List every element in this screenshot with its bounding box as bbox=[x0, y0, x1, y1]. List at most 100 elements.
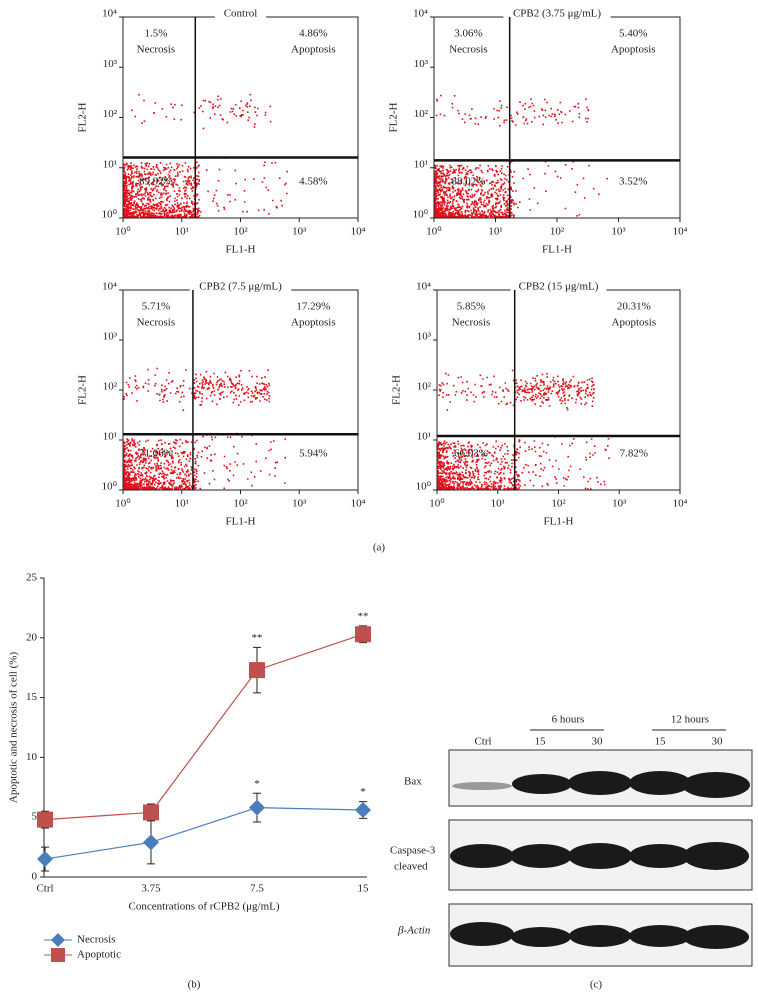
x-tick-label: 7.5 bbox=[250, 883, 264, 895]
quadrant-value: 5.40% bbox=[619, 28, 647, 40]
row-label: Caspase-3 bbox=[390, 845, 436, 857]
x-axis-label: FL1-H bbox=[544, 516, 574, 528]
quadrant-value: 1.5% bbox=[144, 28, 167, 40]
y-tick-label: 5 bbox=[32, 811, 38, 823]
data-point bbox=[37, 851, 53, 868]
x-tick-label: 10⁰ bbox=[426, 226, 442, 238]
significance-mark: * bbox=[360, 786, 366, 798]
title-gap bbox=[510, 282, 607, 296]
x-tick-label: 10⁰ bbox=[115, 498, 131, 510]
row-label: cleaved bbox=[394, 861, 428, 873]
significance-mark: * bbox=[254, 778, 260, 790]
y-tick-label: 10³ bbox=[103, 58, 118, 70]
x-tick-label: 10¹ bbox=[488, 226, 502, 238]
x-tick-label: 10² bbox=[551, 498, 566, 510]
quadrant-value: 17.29% bbox=[296, 301, 330, 313]
quadrant-name: Apoptosis bbox=[291, 317, 336, 329]
data-point bbox=[249, 662, 265, 679]
group-label: 12 hours bbox=[671, 714, 709, 726]
y-tick-label: 10¹ bbox=[417, 431, 431, 443]
y-axis-label: FL2-H bbox=[77, 102, 89, 132]
y-tick-label: 10² bbox=[103, 381, 118, 393]
x-tick-label: 10¹ bbox=[491, 498, 505, 510]
x-tick-label: 10⁴ bbox=[351, 498, 366, 510]
row-label: β-Actin bbox=[397, 925, 431, 937]
y-tick-label: 10⁴ bbox=[416, 281, 431, 293]
lane-label: 30 bbox=[592, 736, 604, 748]
y-tick-label: 0 bbox=[32, 871, 38, 883]
panel-label: (b) bbox=[188, 979, 201, 991]
quadrant-value: 4.86% bbox=[299, 28, 327, 40]
y-tick-label: 25 bbox=[26, 572, 38, 584]
x-tick-label: 10³ bbox=[292, 226, 307, 238]
chart-title: CPB2 (7.5 μg/mL) bbox=[199, 281, 282, 293]
x-tick-label: 10⁴ bbox=[673, 226, 688, 238]
quadrant-value: 7.82% bbox=[620, 448, 648, 460]
y-tick-label: 10 bbox=[26, 751, 38, 763]
x-tick-label: 3.75 bbox=[141, 883, 161, 895]
x-tick-label: 10¹ bbox=[175, 498, 189, 510]
y-axis-label: FL2-H bbox=[77, 375, 89, 405]
y-tick-label: 10¹ bbox=[103, 431, 117, 443]
row-label: Bax bbox=[404, 776, 422, 788]
series-line bbox=[44, 807, 364, 860]
y-axis-label: Apoptotic and necrosis of cell (%) bbox=[8, 652, 20, 804]
quadrant-name: Necrosis bbox=[137, 317, 176, 329]
legend-label: Necrosis bbox=[77, 934, 116, 946]
quadrant-value: 71.06% bbox=[139, 448, 173, 460]
chart-title: Control bbox=[224, 8, 258, 20]
y-tick-label: 20 bbox=[26, 631, 38, 643]
quadrant-name: Apoptosis bbox=[291, 44, 336, 56]
quadrant-name: Apoptosis bbox=[612, 317, 657, 329]
title-gap bbox=[503, 9, 611, 23]
cell-dots bbox=[437, 369, 610, 490]
y-tick-label: 10² bbox=[103, 108, 118, 120]
x-tick-label: 10⁴ bbox=[351, 226, 366, 238]
y-tick-label: 10² bbox=[417, 381, 432, 393]
y-axis-label: FL2-H bbox=[391, 375, 403, 405]
x-tick-label: 10³ bbox=[611, 226, 626, 238]
lane-label: Ctrl bbox=[474, 736, 491, 748]
y-tick-label: 10⁰ bbox=[102, 481, 118, 493]
cell-dots bbox=[434, 94, 608, 218]
cell-dots bbox=[123, 93, 288, 218]
quadrant-name: Necrosis bbox=[449, 44, 488, 56]
x-axis-label: Concentrations of rCPB2 (μg/mL) bbox=[128, 901, 279, 913]
quadrant-value: 66.03% bbox=[454, 448, 488, 460]
cell-dots bbox=[123, 367, 286, 490]
x-tick-label: 10² bbox=[233, 498, 248, 510]
significance-mark: ** bbox=[252, 632, 263, 644]
y-tick-label: 10⁰ bbox=[413, 209, 429, 221]
data-point bbox=[143, 804, 159, 821]
x-tick-label: Ctrl bbox=[36, 883, 53, 895]
y-tick-label: 10² bbox=[414, 108, 429, 120]
x-axis-label: FL1-H bbox=[226, 516, 256, 528]
x-tick-label: 10⁰ bbox=[429, 498, 445, 510]
legend-label: Apoptotic bbox=[77, 949, 121, 961]
bands bbox=[450, 771, 750, 949]
panel-label: (c) bbox=[590, 979, 603, 991]
data-point bbox=[37, 811, 53, 828]
x-tick-label: 10³ bbox=[292, 498, 307, 510]
y-tick-label: 10¹ bbox=[414, 158, 428, 170]
quadrant-name: Necrosis bbox=[137, 44, 176, 56]
x-tick-label: 10⁰ bbox=[115, 226, 131, 238]
y-tick-label: 10³ bbox=[414, 58, 429, 70]
chart-title: CPB2 (3.75 μg/mL) bbox=[513, 8, 601, 20]
x-tick-label: 10³ bbox=[612, 498, 627, 510]
quadrant-value: 5.85% bbox=[457, 301, 485, 313]
x-tick-label: 10² bbox=[550, 226, 565, 238]
quadrant-name: Necrosis bbox=[452, 317, 491, 329]
quadrant-value: 88.02% bbox=[451, 175, 485, 187]
lane-label: 15 bbox=[535, 736, 547, 748]
quadrant-value: 4.58% bbox=[299, 175, 327, 187]
group-label: 6 hours bbox=[552, 714, 585, 726]
y-tick-label: 10⁴ bbox=[413, 8, 428, 20]
y-tick-label: 15 bbox=[26, 691, 38, 703]
y-tick-label: 10⁰ bbox=[416, 481, 432, 493]
quadrant-value: 3.06% bbox=[454, 28, 482, 40]
y-tick-label: 10³ bbox=[103, 331, 118, 343]
quadrant-name: Apoptosis bbox=[611, 44, 656, 56]
x-tick-label: 10² bbox=[233, 226, 248, 238]
western-blot: Ctrl 15 30 15 30 6 hours 12 hours Bax Ca… bbox=[390, 714, 753, 967]
